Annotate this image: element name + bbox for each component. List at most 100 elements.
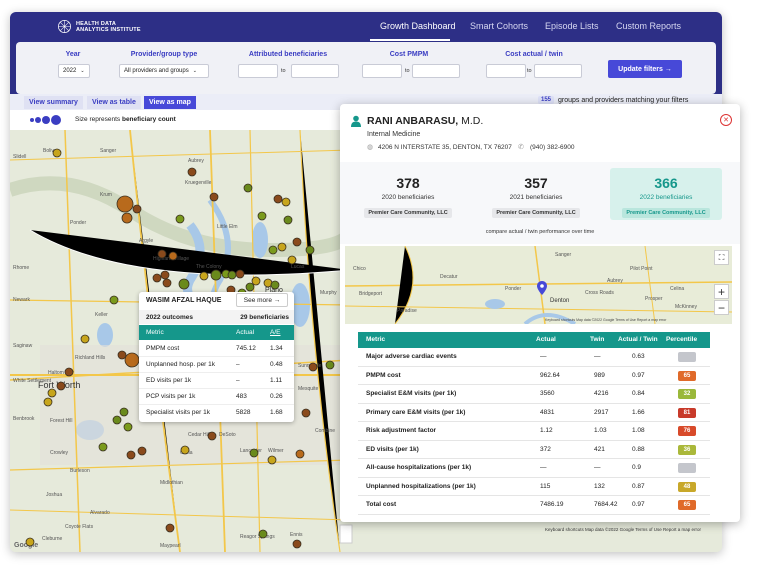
provider-dot[interactable] <box>273 194 283 204</box>
map-label-coyote-flats: Coyote Flats <box>65 524 94 530</box>
provider-dot[interactable] <box>119 407 129 417</box>
provider-dot[interactable] <box>268 245 278 255</box>
provider-dot[interactable] <box>43 397 53 407</box>
map-label-benbrook: Benbrook <box>13 416 35 422</box>
provider-dot[interactable] <box>199 271 209 281</box>
provider-dot[interactable] <box>123 422 133 432</box>
provider-dot[interactable] <box>109 295 119 305</box>
metric-name: Specialist E&M visits (per 1k) <box>366 390 457 397</box>
fullscreen-icon[interactable]: ⛶ <box>714 250 729 265</box>
provider-location-map[interactable]: Chico Paradise Bridgeport Decatur Sanger… <box>345 246 732 324</box>
nav-growth-dashboard[interactable]: Growth Dashboard <box>380 21 456 31</box>
provider-dot[interactable] <box>227 270 237 280</box>
tooltip-col-ae[interactable]: A/E <box>270 329 281 336</box>
provider-dot[interactable] <box>152 273 162 283</box>
ratio-min-input[interactable] <box>486 64 526 78</box>
stat-2021[interactable]: 357 2021 beneficiaries Premier Care Comm… <box>480 168 592 220</box>
zoom-out-button[interactable]: − <box>714 300 729 315</box>
nav-smart-cohorts[interactable]: Smart Cohorts <box>470 21 529 31</box>
provider-dot[interactable] <box>162 278 172 288</box>
provider-dot[interactable] <box>137 446 147 456</box>
provider-dot[interactable] <box>157 249 167 259</box>
close-icon[interactable]: ✕ <box>720 114 732 126</box>
provider-dot[interactable] <box>207 431 217 441</box>
tooltip-table-header: Metric Actual A/E <box>139 325 294 340</box>
provider-dot[interactable] <box>175 214 185 224</box>
provider-dot[interactable] <box>292 237 302 247</box>
provider-dot[interactable] <box>245 282 255 292</box>
provider-dot[interactable] <box>80 334 90 344</box>
attributed-min-input[interactable] <box>238 64 278 78</box>
metric-twin: 421 <box>594 445 605 453</box>
provider-dot[interactable] <box>47 388 57 398</box>
provider-dots-layer[interactable] <box>10 130 722 552</box>
provider-dot[interactable] <box>112 415 122 425</box>
provider-dot[interactable] <box>116 195 134 213</box>
provider-dot[interactable] <box>56 381 66 391</box>
year-select[interactable]: 2022 ⌄ <box>58 64 90 78</box>
provider-dot[interactable] <box>281 197 291 207</box>
provider-dot[interactable] <box>124 352 140 368</box>
provider-dot[interactable] <box>249 448 259 458</box>
view-table-button[interactable]: View as table <box>87 96 141 109</box>
minimap-label-ponder: Ponder <box>505 286 522 292</box>
provider-dot[interactable] <box>308 362 318 372</box>
provider-dot[interactable] <box>178 278 190 290</box>
provider-type-select[interactable]: All providers and groups ⌄ <box>119 64 209 78</box>
provider-dot[interactable] <box>243 183 253 193</box>
provider-dot[interactable] <box>270 280 280 290</box>
metric-actual: 115 <box>540 482 551 490</box>
provider-dot[interactable] <box>160 270 170 280</box>
table-row: Specialist E&M visits (per 1k) 3560 4216 0.… <box>358 385 710 404</box>
provider-dot[interactable] <box>283 215 293 225</box>
provider-dot[interactable] <box>25 537 35 547</box>
provider-dot[interactable] <box>165 523 175 533</box>
provider-dot[interactable] <box>132 204 142 214</box>
provider-dot[interactable] <box>168 251 178 261</box>
view-map-button[interactable]: View as map <box>144 96 196 109</box>
stat-2022[interactable]: 366 2022 beneficiaries Premier Care Comm… <box>610 168 722 220</box>
zoom-in-button[interactable]: + <box>714 284 729 299</box>
see-more-button[interactable]: See more → <box>236 293 288 307</box>
provider-dot[interactable] <box>267 455 277 465</box>
provider-dot[interactable] <box>257 211 267 221</box>
nav-custom-reports[interactable]: Custom Reports <box>616 21 682 31</box>
nav-episode-lists[interactable]: Episode Lists <box>545 21 599 31</box>
provider-type-value: All providers and groups <box>124 68 189 74</box>
metric-ratio: 0.97 <box>632 371 645 379</box>
provider-dot[interactable] <box>180 445 190 455</box>
logo[interactable]: HEALTH DATA ANALYTICS INSTITUTE <box>57 19 146 34</box>
provider-dot[interactable] <box>251 276 261 286</box>
map-label-white-settlement: White Settlement <box>13 378 52 384</box>
attributed-max-input[interactable] <box>291 64 339 78</box>
provider-dot[interactable] <box>287 255 297 265</box>
provider-dot[interactable] <box>117 350 127 360</box>
provider-dot[interactable] <box>235 269 245 279</box>
provider-dot[interactable] <box>210 269 222 281</box>
stat-2020[interactable]: 378 2020 beneficiaries Premier Care Comm… <box>352 168 464 220</box>
legend-text: Size represents beneficiary count <box>75 116 176 123</box>
provider-dot[interactable] <box>126 450 136 460</box>
provider-dot[interactable] <box>258 529 268 539</box>
provider-dot[interactable] <box>325 360 335 370</box>
provider-dot[interactable] <box>292 539 302 549</box>
provider-dot[interactable] <box>301 408 311 418</box>
cost-min-input[interactable] <box>362 64 402 78</box>
metric-ratio: 0.63 <box>632 353 645 360</box>
minimap-background <box>345 246 732 324</box>
ratio-max-input[interactable] <box>534 64 582 78</box>
provider-dot[interactable] <box>64 367 74 377</box>
update-filters-button[interactable]: Update filters → <box>608 60 682 78</box>
provider-dot[interactable] <box>277 242 287 252</box>
provider-dot[interactable] <box>305 245 315 255</box>
provider-dot[interactable] <box>187 167 197 177</box>
provider-dot[interactable] <box>295 449 305 459</box>
provider-dot[interactable] <box>52 148 62 158</box>
cost-max-input[interactable] <box>412 64 460 78</box>
provider-dot[interactable] <box>209 192 219 202</box>
map-label-haltom-city: Haltom City <box>48 370 74 376</box>
provider-dot[interactable] <box>98 442 108 452</box>
provider-dot[interactable] <box>121 212 133 224</box>
metric-twin: 7684.42 <box>594 501 618 508</box>
view-summary-button[interactable]: View summary <box>24 96 83 109</box>
